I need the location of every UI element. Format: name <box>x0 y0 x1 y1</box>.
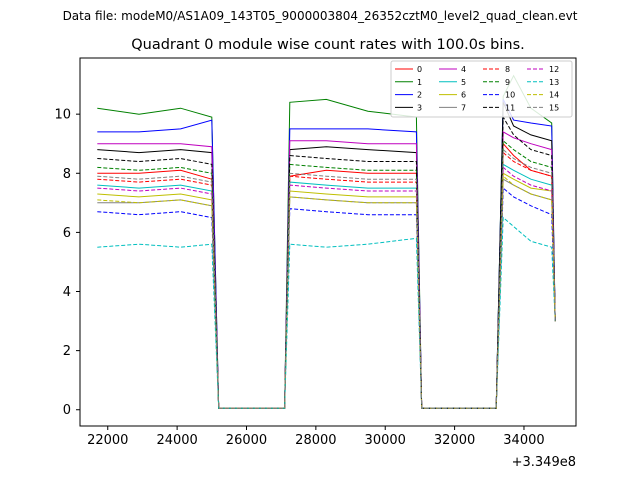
legend-label-12: 12 <box>549 65 559 74</box>
legend-box <box>390 60 573 118</box>
legend-label-2: 2 <box>417 91 422 100</box>
legend-label-9: 9 <box>505 78 510 87</box>
series-line-15 <box>97 148 556 409</box>
y-tick-label: 6 <box>63 226 71 241</box>
plot-frame <box>79 57 577 427</box>
series-line-11 <box>97 115 556 409</box>
legend-label-6: 6 <box>461 91 466 100</box>
y-tick-label: 4 <box>63 285 71 300</box>
x-tick-label: 28000 <box>295 433 336 448</box>
data-file-suptitle: Data file: modeM0/AS1A09_143T05_90000038… <box>63 9 578 23</box>
series-line-4 <box>97 131 556 409</box>
legend-label-11: 11 <box>505 103 515 112</box>
series-line-13 <box>97 216 556 409</box>
y-axis: 0 2 4 6 8 10 <box>54 108 80 418</box>
legend-label-5: 5 <box>461 78 466 87</box>
series-line-9 <box>97 139 556 409</box>
x-axis: 22000 24000 26000 28000 30000 32000 34000 <box>87 426 545 448</box>
x-tick-label: 24000 <box>156 433 197 448</box>
legend-label-15: 15 <box>549 103 559 112</box>
series-line-2 <box>97 99 556 409</box>
chart-title: Quadrant 0 module wise count rates with … <box>131 37 525 53</box>
legend-label-10: 10 <box>505 91 515 100</box>
legend-label-4: 4 <box>461 65 466 74</box>
x-tick-label: 22000 <box>87 433 128 448</box>
legend-label-7: 7 <box>461 103 466 112</box>
x-tick-label: 30000 <box>365 433 406 448</box>
legend-label-0: 0 <box>417 65 422 74</box>
y-tick-label: 2 <box>63 344 71 359</box>
y-tick-label: 8 <box>63 167 71 182</box>
legend-label-13: 13 <box>549 78 559 87</box>
legend-label-8: 8 <box>505 65 510 74</box>
series-line-14 <box>97 175 556 409</box>
legend-label-3: 3 <box>417 103 422 112</box>
x-tick-label: 32000 <box>434 433 475 448</box>
x-tick-label: 34000 <box>503 433 544 448</box>
y-tick-label: 0 <box>63 403 71 418</box>
x-axis-offset-label: +3.349e8 <box>512 455 576 470</box>
y-tick-label: 10 <box>54 108 71 123</box>
legend-label-14: 14 <box>549 91 559 100</box>
x-tick-label: 26000 <box>226 433 267 448</box>
plot-series <box>97 74 556 409</box>
legend-label-1: 1 <box>417 78 422 87</box>
